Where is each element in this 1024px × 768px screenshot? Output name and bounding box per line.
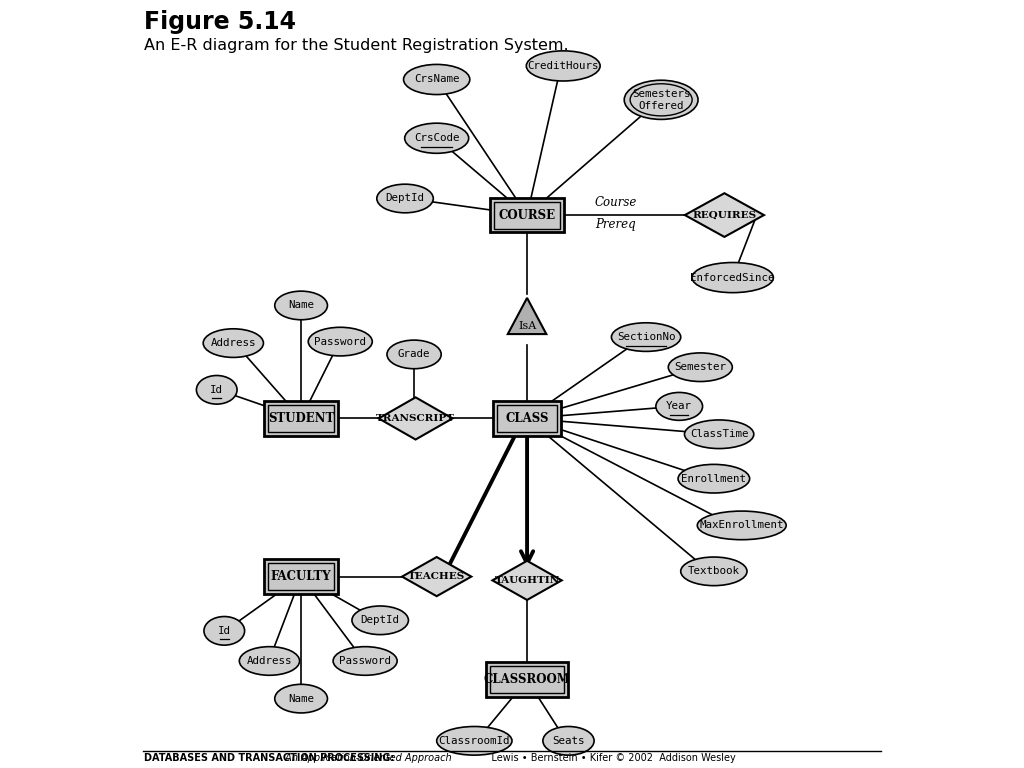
- Text: Prereq: Prereq: [596, 217, 636, 230]
- Ellipse shape: [692, 263, 773, 293]
- FancyBboxPatch shape: [486, 663, 567, 697]
- Text: TAUGHTIN: TAUGHTIN: [495, 576, 560, 585]
- Ellipse shape: [352, 606, 409, 634]
- Text: Textbook: Textbook: [688, 566, 740, 576]
- Polygon shape: [508, 298, 547, 334]
- Ellipse shape: [625, 80, 698, 119]
- Ellipse shape: [203, 329, 263, 357]
- Polygon shape: [685, 194, 764, 237]
- Text: Name: Name: [288, 694, 314, 703]
- Text: TRANSCRIPT: TRANSCRIPT: [376, 414, 455, 423]
- Ellipse shape: [681, 557, 746, 586]
- Text: Id: Id: [210, 385, 223, 395]
- Text: EnforcedSince: EnforcedSince: [690, 273, 775, 283]
- Text: Address: Address: [247, 656, 292, 666]
- Ellipse shape: [655, 392, 702, 420]
- Ellipse shape: [274, 291, 328, 319]
- Text: Figure 5.14: Figure 5.14: [144, 10, 296, 35]
- Text: Address: Address: [211, 338, 256, 348]
- Text: ClassTime: ClassTime: [690, 429, 749, 439]
- Text: An E-R diagram for the Student Registration System.: An E-R diagram for the Student Registrat…: [144, 38, 569, 53]
- Ellipse shape: [436, 727, 512, 755]
- Ellipse shape: [333, 647, 397, 675]
- Text: CLASS: CLASS: [505, 412, 549, 425]
- Text: Year: Year: [667, 402, 692, 412]
- Ellipse shape: [697, 511, 786, 540]
- Text: Grade: Grade: [398, 349, 430, 359]
- Text: CLASSROOM: CLASSROOM: [483, 674, 570, 687]
- Ellipse shape: [669, 353, 732, 382]
- Text: Seats: Seats: [552, 736, 585, 746]
- Ellipse shape: [404, 123, 469, 154]
- Text: FACULTY: FACULTY: [270, 570, 332, 583]
- Text: Enrollment: Enrollment: [681, 474, 746, 484]
- Polygon shape: [379, 397, 453, 439]
- Ellipse shape: [403, 65, 470, 94]
- Text: CrsCode: CrsCode: [414, 133, 460, 144]
- Ellipse shape: [678, 465, 750, 493]
- Ellipse shape: [543, 727, 594, 755]
- Polygon shape: [493, 561, 562, 600]
- Text: Password: Password: [339, 656, 391, 666]
- Text: CreditHours: CreditHours: [527, 61, 599, 71]
- Text: TEACHES: TEACHES: [408, 572, 465, 581]
- Ellipse shape: [274, 684, 328, 713]
- Polygon shape: [402, 557, 471, 596]
- Text: Course: Course: [595, 196, 637, 209]
- Text: An Application-Oriented Approach: An Application-Oriented Approach: [283, 753, 452, 763]
- Text: Lewis • Bernstein • Kifer © 2002  Addison Wesley: Lewis • Bernstein • Kifer © 2002 Addison…: [482, 753, 735, 763]
- Text: Semester: Semester: [674, 362, 726, 372]
- FancyBboxPatch shape: [494, 401, 561, 435]
- FancyBboxPatch shape: [264, 401, 338, 435]
- Ellipse shape: [684, 420, 754, 449]
- Text: Name: Name: [288, 300, 314, 310]
- Ellipse shape: [308, 327, 373, 356]
- Ellipse shape: [377, 184, 433, 213]
- FancyBboxPatch shape: [264, 559, 338, 594]
- Ellipse shape: [240, 647, 300, 675]
- Ellipse shape: [526, 51, 600, 81]
- Text: REQUIRES: REQUIRES: [692, 210, 757, 220]
- Text: STUDENT: STUDENT: [268, 412, 334, 425]
- Text: Password: Password: [314, 336, 367, 346]
- Text: IsA: IsA: [518, 321, 537, 331]
- Text: ClassroomId: ClassroomId: [438, 736, 510, 746]
- Text: COURSE: COURSE: [499, 209, 556, 221]
- Ellipse shape: [197, 376, 238, 404]
- Text: DeptId: DeptId: [386, 194, 425, 204]
- Text: MaxEnrollment: MaxEnrollment: [699, 521, 784, 531]
- Text: DATABASES AND TRANSACTION PROCESSING:: DATABASES AND TRANSACTION PROCESSING:: [144, 753, 395, 763]
- FancyBboxPatch shape: [490, 197, 564, 233]
- Ellipse shape: [204, 617, 245, 645]
- Text: DeptId: DeptId: [360, 615, 399, 625]
- Text: Id: Id: [218, 626, 230, 636]
- Ellipse shape: [611, 323, 681, 352]
- Text: CrsName: CrsName: [414, 74, 460, 84]
- Ellipse shape: [387, 340, 441, 369]
- Text: SectionNo: SectionNo: [616, 332, 675, 342]
- Text: Semesters
Offered: Semesters Offered: [632, 89, 690, 111]
